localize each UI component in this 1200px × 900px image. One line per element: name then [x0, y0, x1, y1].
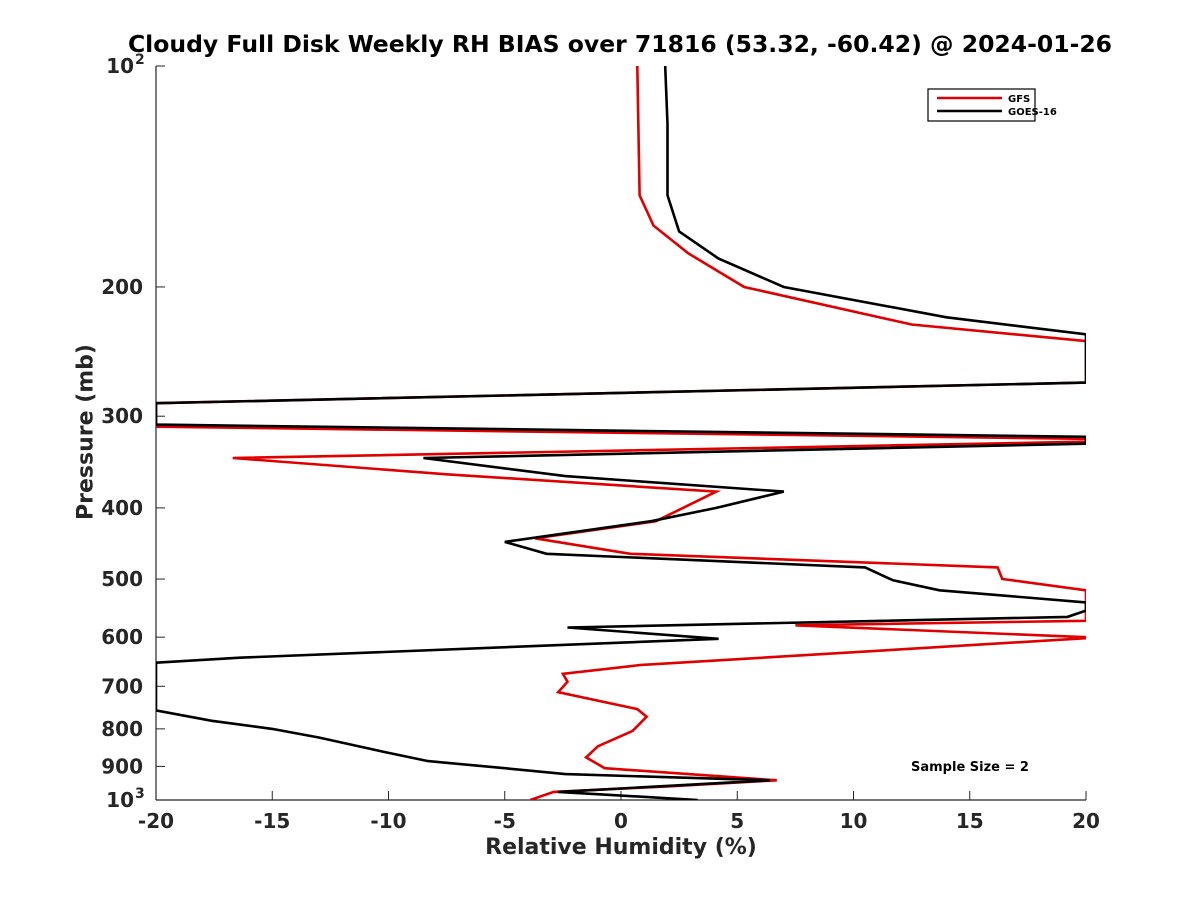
x-tick-label: 0 [614, 809, 628, 833]
x-tick-label: -5 [494, 809, 516, 833]
x-tick-label: 15 [956, 809, 984, 833]
y-tick-label: 10 [106, 54, 134, 78]
legend-label: GFS [1008, 94, 1030, 105]
x-tick-label: -20 [138, 809, 174, 833]
y-tick-label: 800 [101, 717, 143, 741]
x-tick-label: 10 [840, 809, 868, 833]
y-tick-label: 900 [101, 754, 143, 778]
series-line-gfs [156, 66, 1086, 800]
x-tick-label: 20 [1072, 809, 1100, 833]
y-tick-exponent: 3 [135, 786, 145, 802]
y-tick-label: 400 [101, 496, 143, 520]
y-tick-label: 600 [101, 625, 143, 649]
legend-label: GOES-16 [1008, 107, 1057, 118]
x-axis-label: Relative Humidity (%) [485, 835, 757, 860]
x-tick-label: -10 [370, 809, 406, 833]
y-tick-label: 500 [101, 567, 143, 591]
sample-size-annotation: Sample Size = 2 [911, 760, 1029, 775]
y-axis-label: Pressure (mb) [73, 344, 99, 520]
x-tick-label: 5 [730, 809, 744, 833]
y-tick-label: 300 [101, 404, 143, 428]
y-tick-exponent: 2 [135, 52, 145, 68]
y-tick-label: 700 [101, 674, 143, 698]
legend-box [927, 88, 1036, 122]
x-tick-label: -15 [254, 809, 290, 833]
chart-title: Cloudy Full Disk Weekly RH BIAS over 718… [127, 30, 1113, 58]
y-tick-label: 200 [101, 275, 143, 299]
series-line-goes-16 [156, 66, 1086, 800]
y-tick-label: 10 [106, 788, 134, 812]
